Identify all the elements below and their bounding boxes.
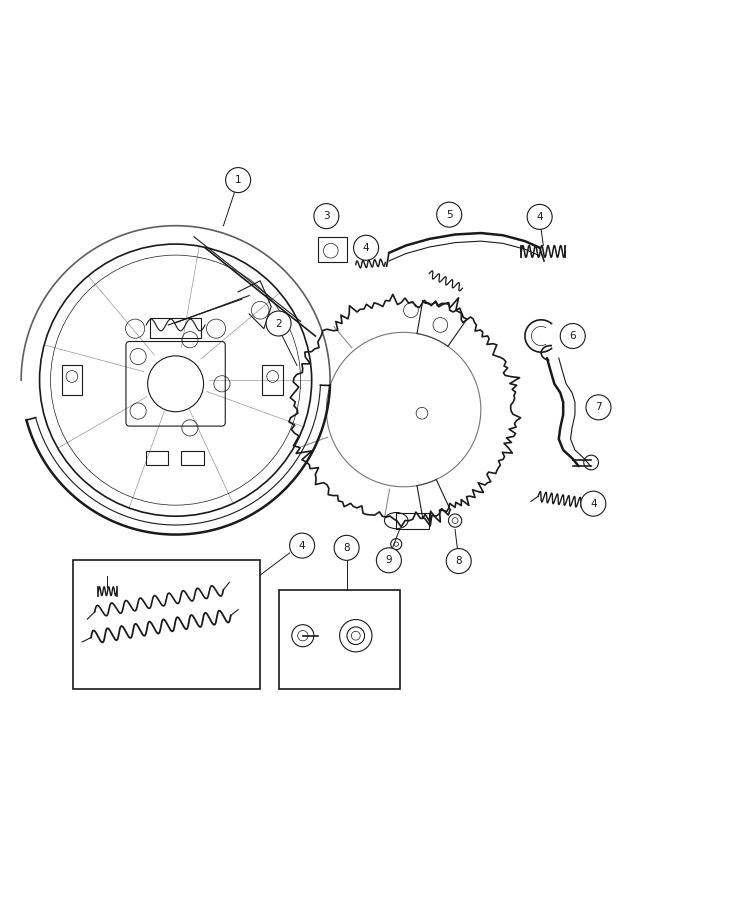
Text: 8: 8 <box>456 556 462 566</box>
Circle shape <box>314 203 339 229</box>
Text: 6: 6 <box>569 331 576 341</box>
Text: 4: 4 <box>299 541 305 551</box>
Circle shape <box>560 323 585 348</box>
Text: 7: 7 <box>595 402 602 412</box>
Circle shape <box>581 491 606 517</box>
Bar <box>262 365 283 395</box>
Text: 2: 2 <box>275 319 282 328</box>
Circle shape <box>290 533 315 558</box>
Bar <box>182 452 204 464</box>
Text: 4: 4 <box>590 499 597 508</box>
Bar <box>318 238 347 262</box>
Circle shape <box>225 167 250 193</box>
Text: 9: 9 <box>385 555 392 565</box>
Bar <box>150 318 202 338</box>
Bar <box>396 512 429 528</box>
Text: 4: 4 <box>536 212 543 222</box>
Circle shape <box>527 204 552 230</box>
Text: 3: 3 <box>323 212 330 221</box>
Circle shape <box>436 202 462 227</box>
Text: 5: 5 <box>446 210 453 220</box>
Text: 1: 1 <box>235 176 242 185</box>
Text: 4: 4 <box>363 243 370 253</box>
Bar <box>73 561 260 689</box>
Text: 8: 8 <box>343 543 350 553</box>
Bar <box>146 452 168 464</box>
Circle shape <box>353 235 379 260</box>
Circle shape <box>334 536 359 561</box>
Circle shape <box>266 311 291 336</box>
Circle shape <box>586 395 611 419</box>
Bar <box>62 365 82 395</box>
Bar <box>279 590 400 689</box>
Circle shape <box>446 548 471 573</box>
Circle shape <box>376 548 402 572</box>
